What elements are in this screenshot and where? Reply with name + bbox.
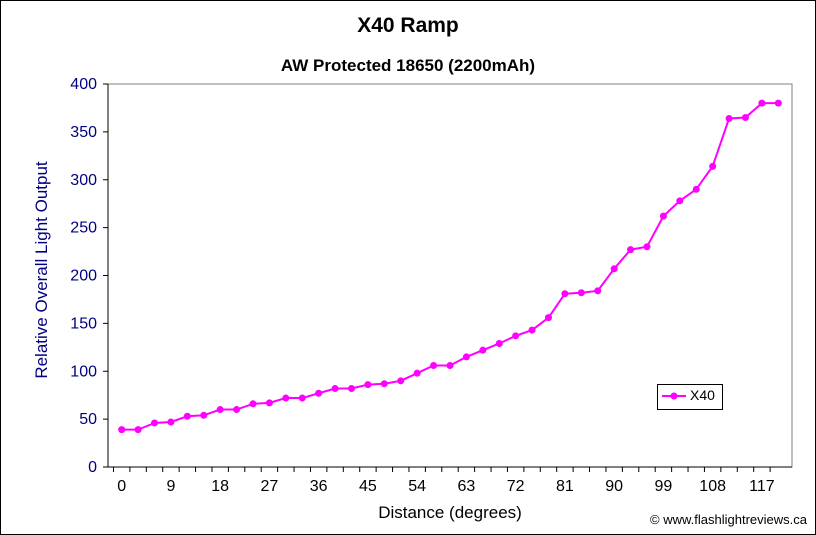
data-point	[610, 265, 618, 273]
data-point	[774, 99, 782, 107]
y-tick-label: 250	[70, 220, 97, 237]
data-point	[282, 394, 290, 402]
data-point	[118, 426, 126, 434]
data-point	[298, 394, 306, 402]
x-tick-label: 108	[699, 478, 726, 495]
x-tick-label: 63	[458, 478, 476, 495]
legend-label: X40	[690, 387, 715, 403]
chart-subtitle: AW Protected 18650 (2200mAh)	[280, 56, 536, 75]
credit-text: © www.flashlightreviews.ca	[650, 512, 807, 527]
data-point	[594, 287, 602, 295]
x-tick-label: 0	[117, 478, 126, 495]
x-axis-label: Distance (degrees)	[378, 503, 522, 522]
data-point	[479, 346, 487, 354]
data-point	[397, 377, 405, 385]
data-point	[134, 426, 142, 434]
series-line	[121, 102, 779, 431]
data-point	[430, 362, 438, 370]
data-point	[364, 381, 372, 389]
data-point	[676, 197, 684, 205]
x-tick-label: 45	[359, 478, 377, 495]
data-point	[659, 212, 667, 220]
data-point	[741, 114, 749, 122]
x-tick-label: 81	[556, 478, 574, 495]
data-point	[577, 289, 585, 297]
data-point	[692, 185, 700, 193]
data-point	[315, 389, 323, 397]
x-tick-label: 36	[310, 478, 328, 495]
y-tick-label: 100	[70, 363, 97, 380]
data-point	[233, 406, 241, 414]
data-point	[265, 399, 273, 407]
y-tick-label: 50	[79, 411, 97, 428]
legend	[657, 384, 723, 410]
x-tick-label: 27	[261, 478, 279, 495]
y-tick-label: 150	[70, 315, 97, 332]
y-tick-label: 0	[88, 459, 97, 476]
x-tick-label: 99	[655, 478, 673, 495]
data-point	[512, 332, 520, 340]
data-point	[183, 412, 191, 420]
x-tick-label: 9	[166, 478, 175, 495]
data-point	[216, 406, 224, 414]
data-point	[462, 353, 470, 361]
data-point	[413, 369, 421, 377]
data-point	[709, 162, 717, 170]
data-point	[446, 362, 454, 370]
data-point	[348, 384, 356, 392]
data-point	[758, 99, 766, 107]
data-point	[151, 419, 159, 427]
data-point	[495, 339, 503, 347]
data-point	[725, 114, 733, 122]
data-point	[331, 384, 339, 392]
x-tick-label: 72	[507, 478, 525, 495]
data-point	[249, 400, 257, 408]
y-tick-label: 300	[70, 172, 97, 189]
x-tick-label: 90	[605, 478, 623, 495]
data-point	[561, 290, 569, 298]
x-tick-label: 54	[408, 478, 426, 495]
data-point	[643, 243, 651, 251]
data-point	[380, 380, 388, 388]
y-tick-label: 200	[70, 268, 97, 285]
chart-title: X40 Ramp	[357, 14, 459, 37]
data-point	[528, 326, 536, 334]
y-tick-label: 400	[70, 76, 97, 93]
data-point	[544, 314, 552, 322]
data-point	[200, 411, 208, 419]
x-tick-label: 117	[749, 478, 775, 495]
data-point	[167, 418, 175, 426]
y-tick-label: 350	[70, 124, 97, 141]
data-point	[627, 246, 635, 254]
x-tick-label: 18	[211, 478, 229, 495]
